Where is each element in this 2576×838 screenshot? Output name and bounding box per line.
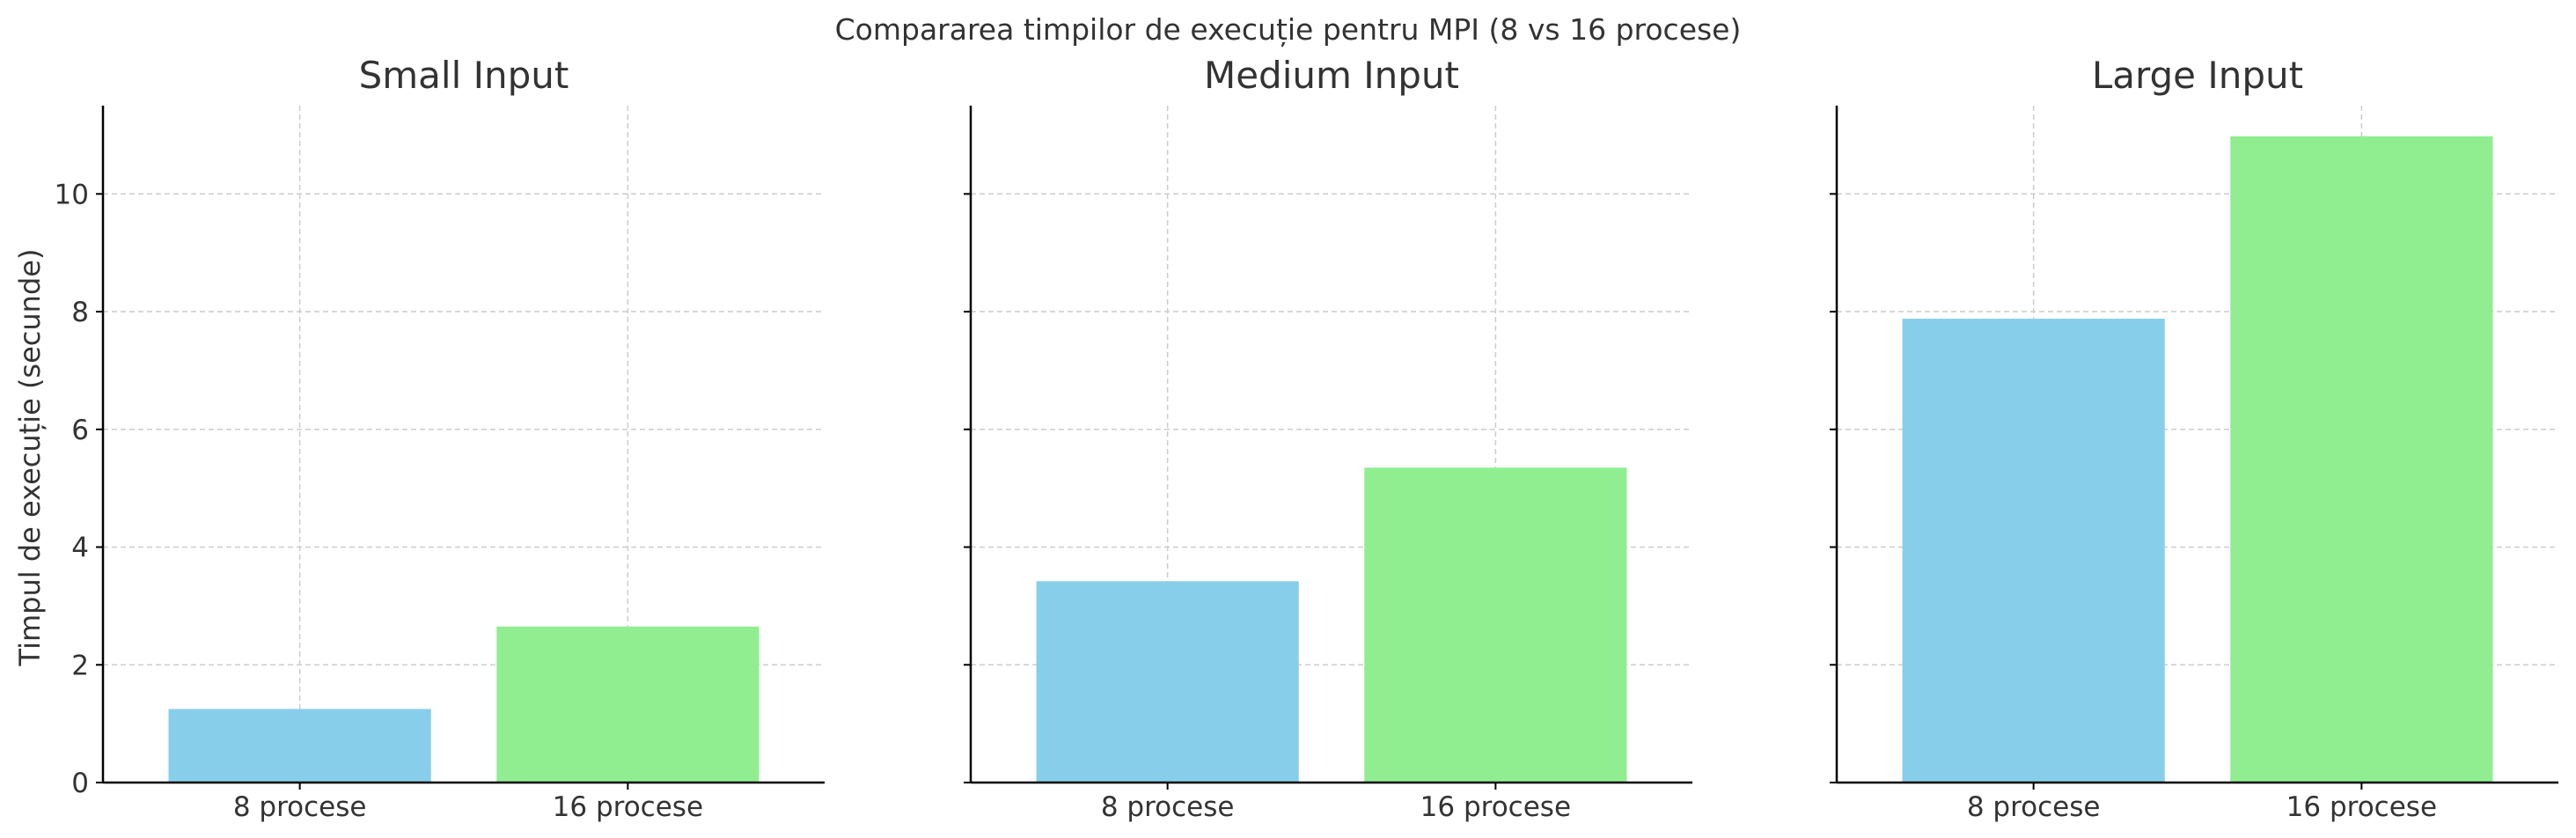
bar-2-1: [1036, 581, 1299, 783]
y-tick-label: 2: [71, 650, 89, 681]
figure-title: Compararea timpilor de execuție pentru M…: [834, 12, 1742, 47]
bar-3-2: [2230, 136, 2493, 783]
bar-1-2: [496, 626, 760, 783]
x-tick-label: 16 procese: [553, 791, 703, 823]
x-tick-label: 8 procese: [233, 791, 367, 823]
bar-2-2: [1364, 467, 1627, 783]
y-tick-label: 10: [55, 179, 89, 210]
y-tick-label: 0: [71, 768, 89, 799]
y-axis-label: Timpul de execuție (secunde): [13, 249, 47, 667]
x-tick-label: 8 procese: [1101, 791, 1235, 823]
subplot-title: Medium Input: [1204, 54, 1459, 97]
bar-1-1: [168, 709, 431, 783]
subplot-title: Large Input: [2092, 54, 2303, 97]
x-tick-label: 16 procese: [1420, 791, 1571, 823]
subplot-title: Small Input: [359, 54, 569, 97]
x-tick-label: 16 procese: [2286, 791, 2437, 823]
bar-3-1: [1902, 319, 2165, 783]
y-tick-label: 4: [71, 533, 89, 564]
x-tick-label: 8 procese: [1967, 791, 2101, 823]
y-tick-label: 6: [71, 415, 89, 446]
y-tick-label: 8: [71, 297, 89, 328]
